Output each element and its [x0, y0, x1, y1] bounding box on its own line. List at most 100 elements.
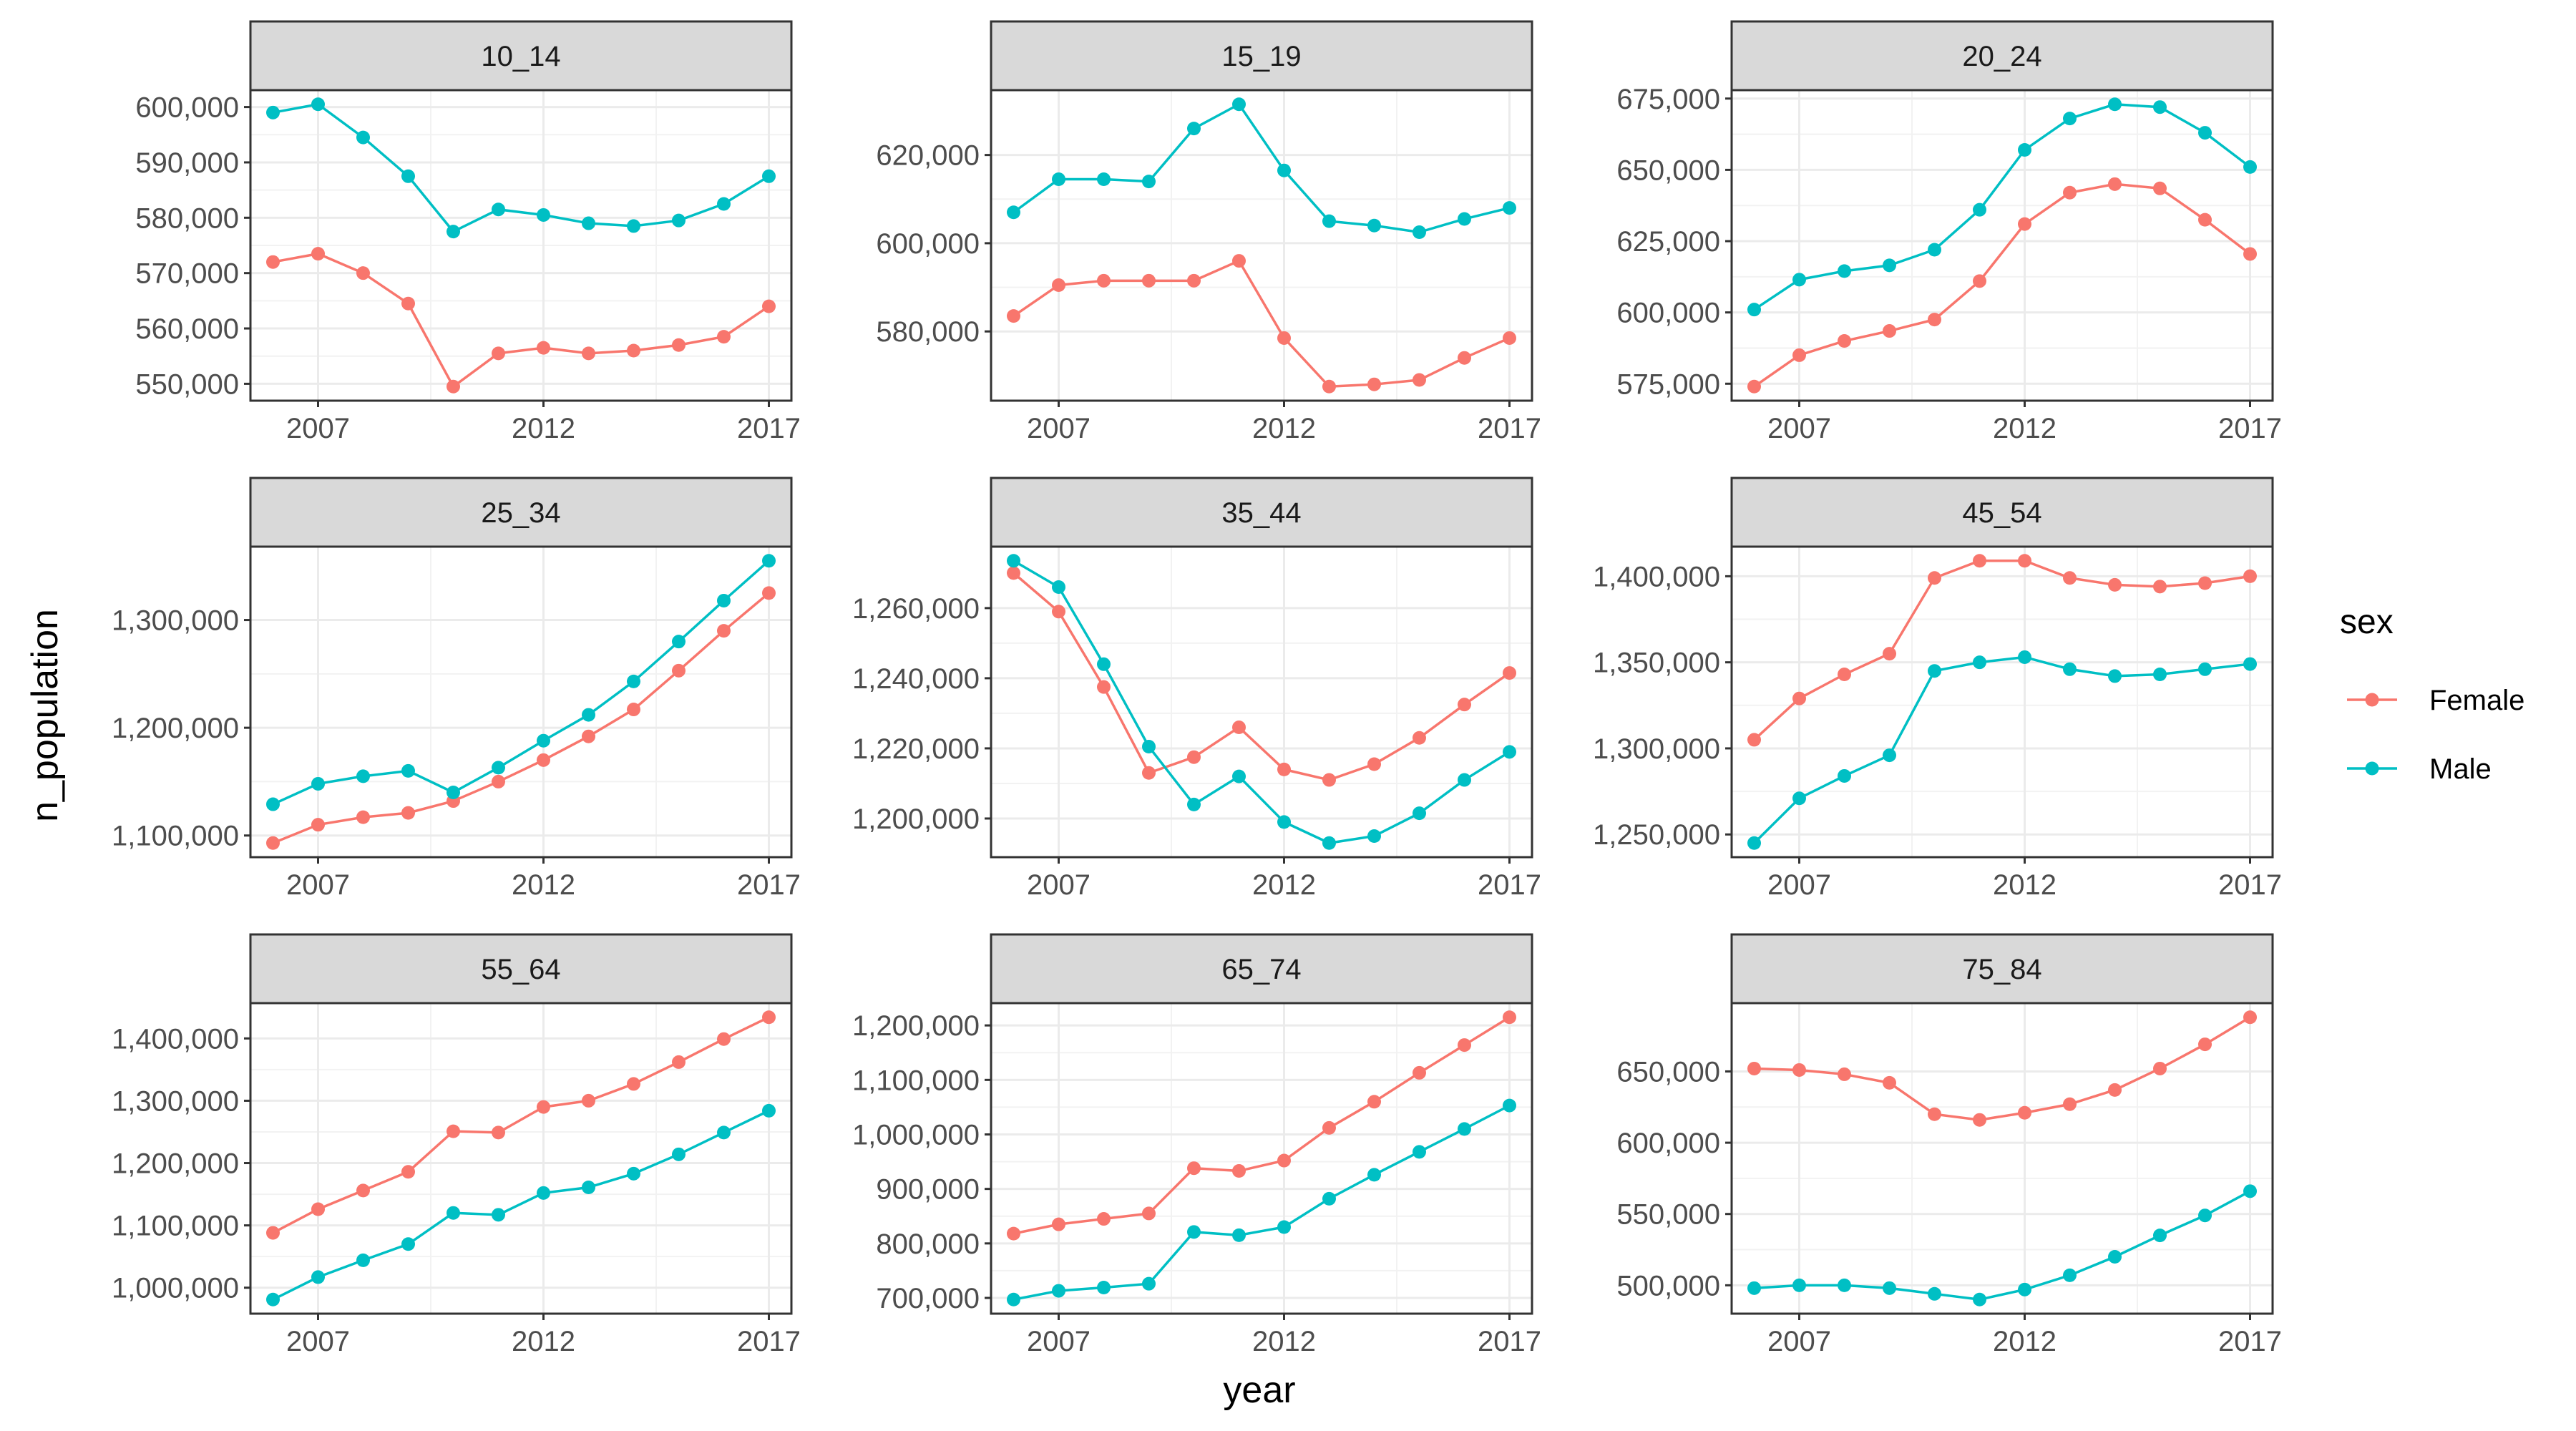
series-line [273, 102, 770, 233]
y-tick-label: 575,000 [1616, 368, 1720, 400]
data-point [492, 761, 505, 775]
data-point [401, 1165, 415, 1179]
data-point [582, 216, 595, 230]
facet-strip-label: 65_74 [1221, 954, 1301, 985]
y-tick-label: 700,000 [876, 1283, 980, 1314]
data-point [356, 769, 370, 783]
legend-label: Male [2429, 753, 2492, 785]
data-point [762, 586, 776, 600]
data-point [1792, 691, 1806, 705]
data-point [1883, 647, 1896, 661]
x-tick-label: 2017 [737, 413, 801, 444]
data-point [1973, 274, 1986, 288]
data-point [762, 169, 776, 183]
x-tick-label: 2007 [1027, 413, 1091, 444]
data-point [1232, 97, 1246, 112]
data-point [1097, 657, 1111, 671]
series-female [1747, 177, 2257, 394]
data-point [2198, 126, 2212, 140]
data-point [1503, 201, 1516, 215]
facet-strip-label: 20_24 [1962, 41, 2041, 72]
series-line [1013, 1104, 1511, 1301]
data-point [1413, 1145, 1426, 1159]
data-point [1007, 309, 1020, 323]
data-point [1367, 829, 1381, 843]
y-tick-label: 600,000 [135, 92, 239, 124]
series-male [1747, 650, 2257, 850]
data-point [266, 797, 280, 811]
data-point [311, 1270, 325, 1284]
data-point [2108, 177, 2122, 191]
y-tick-label: 550,000 [1616, 1199, 1720, 1231]
data-point [1277, 1220, 1291, 1234]
y-tick-label: 600,000 [1616, 298, 1720, 329]
panel-20_24: 2007 2012 2017 575,000 600,000 625,000 650,000… [1616, 20, 2282, 444]
data-point [1792, 1278, 1806, 1292]
data-point [1007, 1226, 1020, 1241]
x-tick-label: 2012 [512, 1326, 575, 1357]
data-point [1007, 566, 1020, 580]
x-tick-label: 2012 [1252, 413, 1316, 444]
series-line [273, 252, 770, 389]
data-point [537, 341, 550, 355]
data-point [1322, 214, 1336, 228]
x-tick-label: 2017 [1478, 1326, 1541, 1357]
y-tick-label: 1,200,000 [852, 1010, 980, 1042]
data-point [582, 346, 595, 361]
data-point [1458, 698, 1471, 712]
data-point [1747, 836, 1761, 850]
y-tick-label: 1,000,000 [852, 1119, 980, 1151]
x-tick-label: 2007 [286, 869, 350, 901]
x-tick-label: 2017 [1478, 413, 1541, 444]
data-point [1367, 377, 1381, 391]
data-point [356, 266, 370, 280]
data-point [1367, 757, 1381, 771]
data-point [2243, 160, 2257, 174]
data-point [1142, 766, 1156, 780]
data-point [2198, 1037, 2212, 1052]
data-point [1277, 762, 1291, 776]
x-tick-label: 2017 [2218, 869, 2282, 901]
series-line [1013, 102, 1510, 234]
y-tick-label: 1,200,000 [852, 804, 980, 835]
data-point [1097, 680, 1111, 694]
y-tick-label: 600,000 [1616, 1128, 1720, 1159]
y-axis-label: n_population [24, 609, 66, 822]
facet-strip [990, 20, 1533, 92]
data-point [1883, 258, 1896, 273]
data-point [582, 1180, 595, 1194]
data-point [356, 130, 370, 145]
data-point [2153, 181, 2167, 195]
data-point [1838, 334, 1851, 348]
data-point [1413, 1065, 1426, 1080]
data-point [1232, 1228, 1246, 1242]
data-point [1413, 806, 1426, 821]
data-point [627, 1077, 640, 1091]
data-point [2018, 142, 2031, 157]
data-point [1007, 1292, 1020, 1307]
x-tick-label: 2007 [286, 413, 350, 444]
data-point [2063, 185, 2077, 200]
x-tick-label: 2017 [737, 869, 801, 901]
data-point [2018, 1105, 2031, 1120]
data-point [356, 1253, 370, 1267]
data-point [672, 635, 686, 649]
data-point [1367, 1168, 1381, 1182]
data-point [627, 703, 640, 717]
data-point [627, 1166, 640, 1181]
data-point [447, 1124, 460, 1138]
data-point [2018, 1282, 2031, 1296]
x-tick-label: 2012 [512, 869, 575, 901]
panel-65_74: 2007 2012 2017 700,000 800,000 900,000 1,000,0… [852, 933, 1541, 1357]
series-line [272, 1016, 770, 1234]
data-point [717, 1125, 731, 1140]
data-point [762, 299, 776, 313]
panel-45_54: 2007 2012 2017 1,250,000 1,300,000 1,350,000 1… [1593, 477, 2282, 901]
data-point [1052, 1284, 1065, 1298]
series-female [1007, 254, 1516, 394]
series-male [266, 97, 776, 239]
data-point [1458, 1122, 1471, 1136]
series-line [1013, 560, 1511, 845]
data-point [2063, 571, 2077, 585]
data-point [1187, 1225, 1201, 1239]
